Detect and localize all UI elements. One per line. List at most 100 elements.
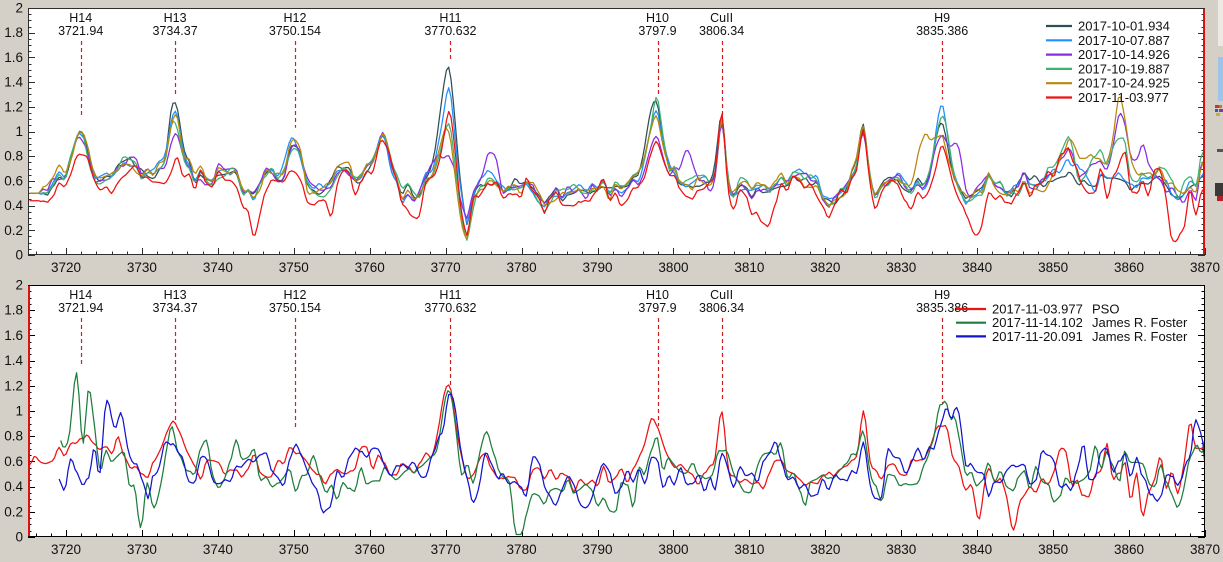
line-label-CuII: CuII: [710, 11, 733, 25]
y-tick-label-0.8: 0.8: [4, 429, 23, 444]
line-wavelength-H10: 3797.9: [638, 24, 676, 38]
window-edge-fragment: [1218, 57, 1223, 101]
legend-observer: James R. Foster: [1092, 315, 1188, 330]
y-tick-label-0.2: 0.2: [4, 223, 23, 238]
line-wavelength-H9: 3835.386: [916, 24, 968, 38]
x-tick-label-3720: 3720: [51, 542, 81, 557]
line-wavelength-H13: 3734.37: [152, 24, 197, 38]
series-2017-11-14.102: [60, 372, 1204, 536]
legend-label: 2017-11-14.102: [992, 315, 1083, 330]
line-label-H14: H14: [69, 288, 92, 302]
line-label-H13: H13: [164, 288, 187, 302]
legend: 2017-11-03.977 PSO 2017-11-14.102 James R. …: [956, 302, 1188, 344]
window-edge-fragment: [1218, 0, 1223, 46]
line-label-H9: H9: [934, 11, 950, 25]
y-tick-label-0.6: 0.6: [4, 454, 23, 469]
plot-area[interactable]: [28, 285, 1205, 537]
x-tick-label-3780: 3780: [507, 542, 537, 557]
legend-observer: PSO: [1092, 302, 1119, 317]
x-tick-label-3770: 3770: [431, 542, 461, 557]
plot-area[interactable]: [28, 8, 1205, 255]
x-tick-label-3820: 3820: [810, 260, 840, 275]
legend-label: 2017-11-03.977: [1078, 90, 1169, 105]
line-wavelength-H11: 3770.632: [424, 24, 476, 38]
x-tick-label-3760: 3760: [355, 260, 385, 275]
x-tick-label-3870: 3870: [1190, 542, 1220, 557]
line-label-H12: H12: [283, 288, 306, 302]
legend-label: 2017-10-07.887: [1078, 33, 1170, 48]
y-tick-label-1.4: 1.4: [4, 353, 23, 368]
legend-label: 2017-11-20.091: [992, 329, 1083, 344]
line-wavelength-H11: 3770.632: [424, 301, 476, 315]
y-tick-label-0.6: 0.6: [4, 173, 23, 188]
line-label-H11: H11: [439, 11, 461, 25]
line-wavelength-H10: 3797.9: [638, 301, 676, 315]
x-tick-label-3800: 3800: [658, 542, 688, 557]
series-2017-11-20.091: [58, 393, 1204, 514]
line-wavelength-H12: 3750.154: [269, 301, 321, 315]
x-tick-label-3860: 3860: [1114, 542, 1144, 557]
legend-label: 2017-10-01.934: [1078, 19, 1170, 34]
x-tick-label-3840: 3840: [962, 260, 992, 275]
x-tick-label-3790: 3790: [582, 542, 612, 557]
y-tick-label-2: 2: [15, 278, 23, 293]
x-tick-label-3740: 3740: [203, 260, 233, 275]
line-wavelength-H9: 3835.386: [916, 301, 968, 315]
window-edge-fragment: [1219, 109, 1223, 112]
spectrum-chart-bottom: 3720 3730 3740 3750 3760 3770 3780 3790 3800 3810…: [4, 278, 1220, 558]
x-tick-label-3760: 3760: [355, 542, 385, 557]
line-label-H10: H10: [646, 288, 669, 302]
x-tick-label-3730: 3730: [127, 542, 157, 557]
y-tick-label-0: 0: [15, 248, 23, 263]
y-tick-label-1: 1: [15, 124, 23, 139]
series-curves: [29, 372, 1204, 536]
x-tick-label-3750: 3750: [279, 260, 309, 275]
line-label-H11: H11: [439, 288, 461, 302]
y-tick-label-1.6: 1.6: [4, 328, 23, 343]
legend: 2017-10-01.9342017-10-07.8872017-10-14.9…: [1046, 19, 1170, 105]
y-tick-label-1.8: 1.8: [4, 25, 23, 40]
x-tick-label-3850: 3850: [1038, 542, 1068, 557]
x-tick-label-3810: 3810: [734, 542, 764, 557]
line-label-H12: H12: [283, 11, 306, 25]
x-tick-label-3770: 3770: [431, 260, 461, 275]
y-tick-label-1.4: 1.4: [4, 75, 23, 90]
y-tick-label-1.2: 1.2: [4, 378, 23, 393]
x-tick-label-3830: 3830: [886, 260, 916, 275]
legend-label: 2017-11-03.977: [992, 302, 1083, 317]
line-wavelength-H13: 3734.37: [152, 301, 197, 315]
window-edge-fragment: [1215, 109, 1218, 112]
legend-label: 2017-10-14.926: [1078, 47, 1170, 62]
x-tick-label-3860: 3860: [1114, 260, 1144, 275]
series-2017-11-03.977: [29, 110, 1204, 243]
series-curves: [29, 66, 1204, 243]
window-edge-fragment: [1219, 105, 1222, 108]
y-tick-label-0.2: 0.2: [4, 504, 23, 519]
line-wavelength-H12: 3750.154: [269, 24, 321, 38]
x-tick-label-3830: 3830: [886, 542, 916, 557]
y-tick-label-0.8: 0.8: [4, 149, 23, 164]
x-tick-label-3790: 3790: [582, 260, 612, 275]
window-edge-fragment: [1217, 196, 1223, 201]
window-edge-fragment: [1217, 149, 1223, 152]
x-tick-label-3820: 3820: [810, 542, 840, 557]
y-tick-label-1: 1: [15, 404, 23, 419]
line-label-CuII: CuII: [710, 288, 733, 302]
line-label-H13: H13: [164, 11, 187, 25]
x-tick-label-3780: 3780: [507, 260, 537, 275]
window-edge-fragment: [1215, 105, 1219, 108]
line-wavelength-H14: 3721.94: [58, 24, 103, 38]
y-tick-label-1.8: 1.8: [4, 303, 23, 318]
x-tick-label-3750: 3750: [279, 542, 309, 557]
window-edge-fragment: [1216, 113, 1220, 116]
legend-observer: James R. Foster: [1092, 329, 1188, 344]
line-label-H10: H10: [646, 11, 669, 25]
line-wavelength-H14: 3721.94: [58, 301, 103, 315]
x-tick-label-3740: 3740: [203, 542, 233, 557]
line-wavelength-CuII: 3806.34: [699, 24, 744, 38]
series-2017-10-24.925: [29, 96, 1204, 241]
y-tick-label-0: 0: [15, 530, 23, 545]
window-edge-fragment: [1215, 183, 1223, 196]
